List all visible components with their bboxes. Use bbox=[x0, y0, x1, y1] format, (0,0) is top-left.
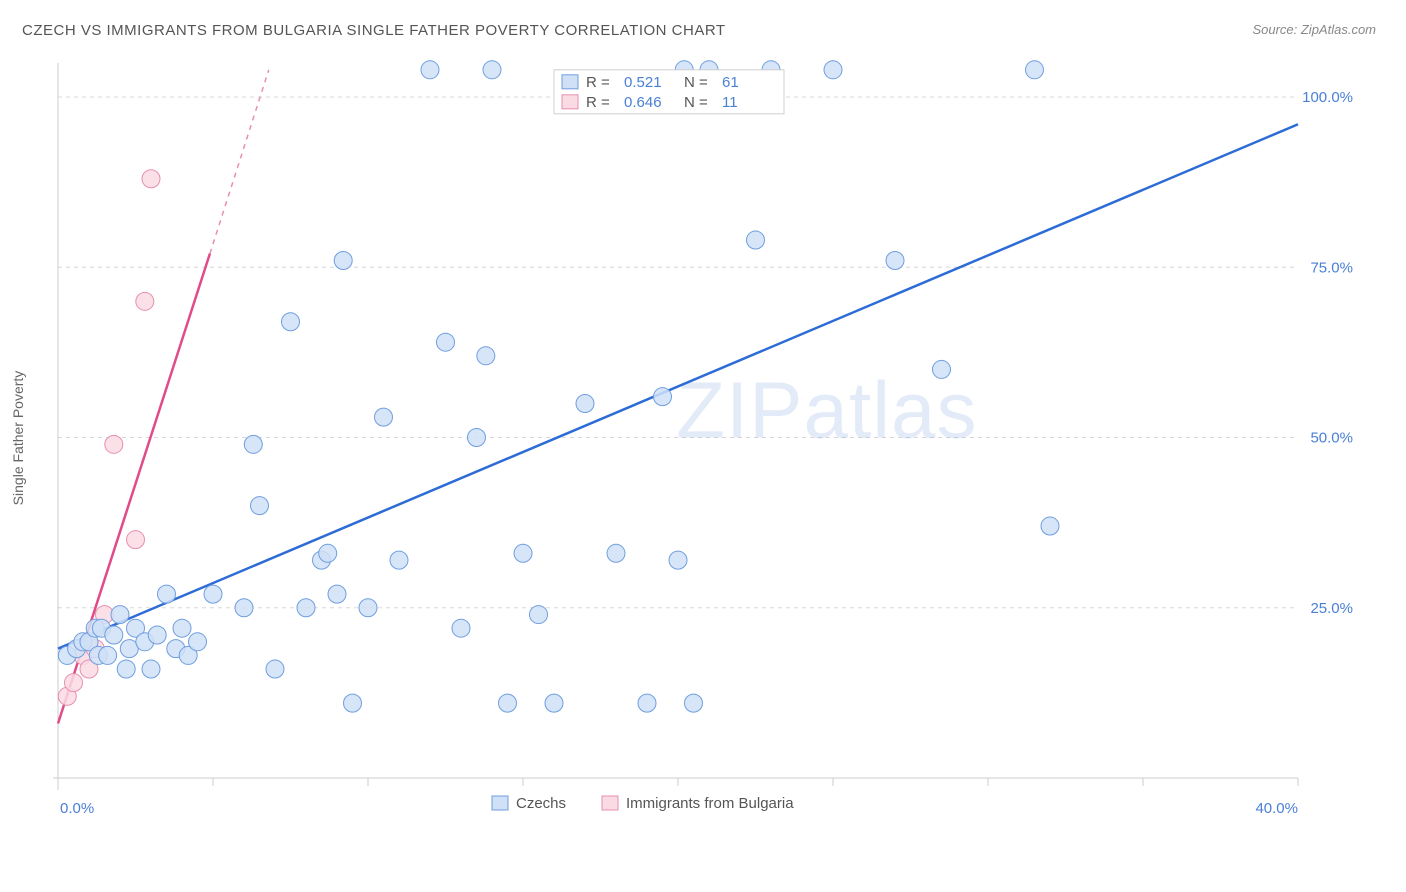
data-point bbox=[111, 606, 129, 624]
chart-container: Single Father Poverty 25.0%50.0%75.0%100… bbox=[48, 58, 1378, 818]
data-point bbox=[142, 660, 160, 678]
data-point bbox=[328, 585, 346, 603]
x-max-label: 40.0% bbox=[1255, 800, 1298, 817]
bottom-swatch-blue bbox=[492, 796, 508, 810]
stat-n-value-2: 11 bbox=[722, 94, 738, 111]
data-point bbox=[638, 694, 656, 712]
data-point bbox=[65, 674, 83, 692]
data-point bbox=[251, 497, 269, 515]
trend-line-blue bbox=[58, 124, 1298, 648]
y-tick-label: 25.0% bbox=[1310, 600, 1353, 617]
data-point bbox=[545, 694, 563, 712]
data-point bbox=[142, 170, 160, 188]
stat-n-label: N = bbox=[684, 74, 708, 91]
data-point bbox=[747, 231, 765, 249]
data-point bbox=[117, 660, 135, 678]
data-point bbox=[148, 626, 166, 644]
data-point bbox=[421, 61, 439, 79]
data-point bbox=[576, 394, 594, 412]
legend-swatch-pink bbox=[562, 95, 578, 109]
data-point bbox=[933, 360, 951, 378]
data-point bbox=[319, 544, 337, 562]
data-point bbox=[437, 333, 455, 351]
legend-swatch-blue bbox=[562, 75, 578, 89]
data-point bbox=[158, 585, 176, 603]
bottom-legend-label-2: Immigrants from Bulgaria bbox=[626, 795, 794, 812]
data-point bbox=[452, 619, 470, 637]
data-point bbox=[499, 694, 517, 712]
data-point bbox=[334, 251, 352, 269]
data-point bbox=[886, 251, 904, 269]
data-point bbox=[204, 585, 222, 603]
stat-n-value-1: 61 bbox=[722, 74, 739, 91]
data-point bbox=[282, 313, 300, 331]
y-tick-label: 100.0% bbox=[1302, 89, 1353, 106]
data-point bbox=[669, 551, 687, 569]
data-point bbox=[105, 435, 123, 453]
x-min-label: 0.0% bbox=[60, 800, 94, 817]
stat-r-label-2: R = bbox=[586, 94, 610, 111]
data-point bbox=[483, 61, 501, 79]
data-point bbox=[685, 694, 703, 712]
data-point bbox=[173, 619, 191, 637]
data-point bbox=[235, 599, 253, 617]
data-point bbox=[477, 347, 495, 365]
chart-title: CZECH VS IMMIGRANTS FROM BULGARIA SINGLE… bbox=[22, 22, 726, 39]
data-point bbox=[266, 660, 284, 678]
data-point bbox=[127, 531, 145, 549]
data-point bbox=[514, 544, 532, 562]
data-point bbox=[468, 429, 486, 447]
data-point bbox=[344, 694, 362, 712]
y-tick-label: 75.0% bbox=[1310, 259, 1353, 276]
data-point bbox=[607, 544, 625, 562]
data-point bbox=[824, 61, 842, 79]
bottom-legend-label-1: Czechs bbox=[516, 795, 566, 812]
stat-r-label: R = bbox=[586, 74, 610, 91]
data-point bbox=[297, 599, 315, 617]
data-point bbox=[390, 551, 408, 569]
data-point bbox=[99, 646, 117, 664]
bottom-swatch-pink bbox=[602, 796, 618, 810]
stat-r-value-2: 0.646 bbox=[624, 94, 662, 111]
data-point bbox=[1041, 517, 1059, 535]
data-point bbox=[105, 626, 123, 644]
y-tick-label: 50.0% bbox=[1310, 430, 1353, 447]
data-point bbox=[244, 435, 262, 453]
data-point bbox=[375, 408, 393, 426]
watermark: ZIPatlas bbox=[676, 366, 977, 455]
y-axis-label: Single Father Poverty bbox=[10, 371, 26, 506]
stat-n-label-2: N = bbox=[684, 94, 708, 111]
data-point bbox=[359, 599, 377, 617]
source-attribution: Source: ZipAtlas.com bbox=[1252, 22, 1376, 37]
scatter-plot: 25.0% 50.0% 75.0% 100.0% ZIPatlas 0.0% 40.0% R … bbox=[48, 58, 1378, 818]
data-point bbox=[654, 388, 672, 406]
data-point bbox=[189, 633, 207, 651]
data-point bbox=[1026, 61, 1044, 79]
data-point bbox=[136, 292, 154, 310]
stat-r-value-1: 0.521 bbox=[624, 74, 662, 91]
data-point bbox=[530, 606, 548, 624]
